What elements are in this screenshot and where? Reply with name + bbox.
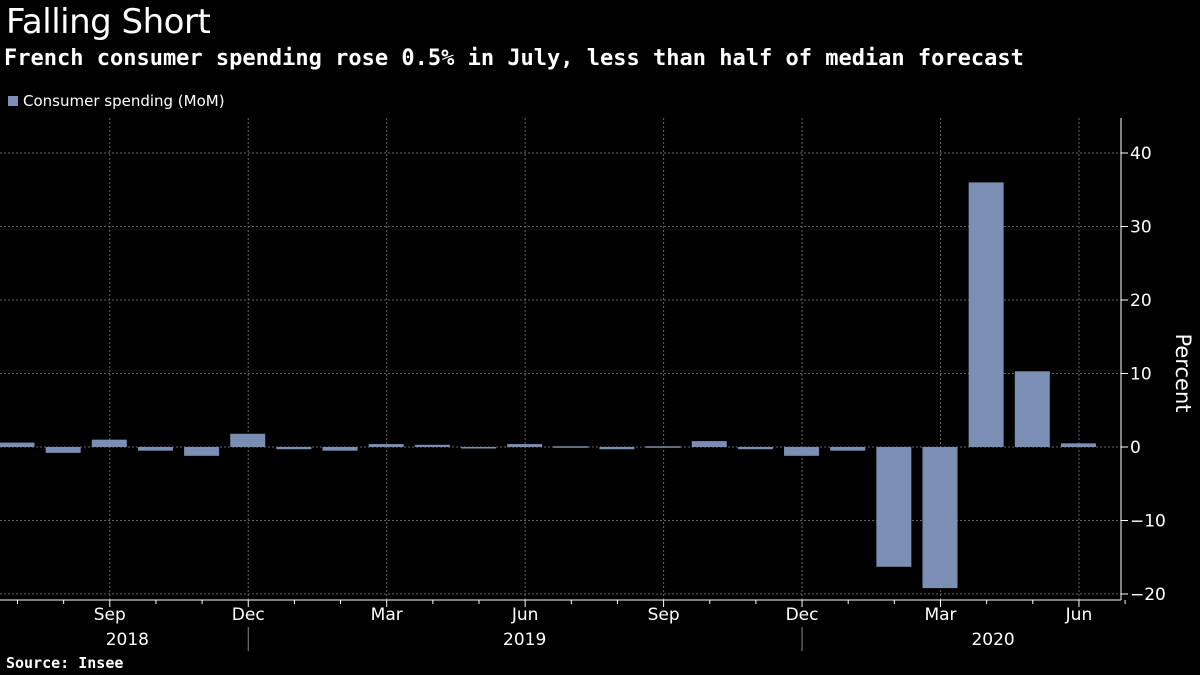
x-tick-label: Mar xyxy=(924,605,956,625)
bar xyxy=(922,447,958,589)
x-year-label: 2020 xyxy=(971,630,1014,650)
legend-label: Consumer spending (MoM) xyxy=(23,92,225,110)
y-tick-label: 30 xyxy=(1130,218,1152,238)
y-tick-label: 10 xyxy=(1130,365,1152,385)
x-tick-label: Sep xyxy=(94,605,126,625)
bar xyxy=(876,447,912,567)
bar xyxy=(461,447,496,449)
bar xyxy=(91,439,127,447)
bar xyxy=(0,442,35,447)
y-tick-label: −10 xyxy=(1130,512,1166,532)
y-tick-label: 0 xyxy=(1130,438,1141,458)
y-tick-label: −20 xyxy=(1130,585,1166,605)
bar xyxy=(1060,443,1096,447)
bar xyxy=(507,444,543,447)
bar xyxy=(368,444,404,447)
y-axis-label: Percent xyxy=(1171,333,1195,412)
y-tick-label: 40 xyxy=(1130,144,1152,164)
bar xyxy=(276,447,312,450)
bar xyxy=(784,447,820,456)
bar xyxy=(737,447,773,450)
x-tick-label: Dec xyxy=(786,605,819,625)
bar xyxy=(184,447,220,456)
chart-subtitle: French consumer spending rose 0.5% in Ju… xyxy=(4,46,1024,71)
x-tick-label: Dec xyxy=(232,605,265,625)
x-tick-label: Sep xyxy=(648,605,680,625)
bar xyxy=(645,446,681,448)
source-note: Source: Insee xyxy=(6,654,124,672)
x-tick-label: Jun xyxy=(511,605,539,625)
legend-swatch xyxy=(8,96,18,106)
x-tick-label: Mar xyxy=(371,605,403,625)
bar xyxy=(230,433,266,447)
bar xyxy=(45,447,81,453)
bar xyxy=(691,441,727,447)
x-tick-label: Jun xyxy=(1065,605,1093,625)
bar xyxy=(968,182,1004,447)
y-tick-label: 20 xyxy=(1130,291,1152,311)
bar xyxy=(1014,371,1050,447)
bar xyxy=(553,446,589,448)
bar xyxy=(137,447,173,451)
bar xyxy=(599,447,635,450)
chart-title: Falling Short xyxy=(6,2,211,42)
bar xyxy=(830,447,866,451)
x-year-label: 2018 xyxy=(106,630,149,650)
legend: Consumer spending (MoM) xyxy=(8,92,225,110)
bar xyxy=(322,447,358,451)
x-year-label: 2019 xyxy=(503,630,546,650)
bar xyxy=(414,444,450,447)
